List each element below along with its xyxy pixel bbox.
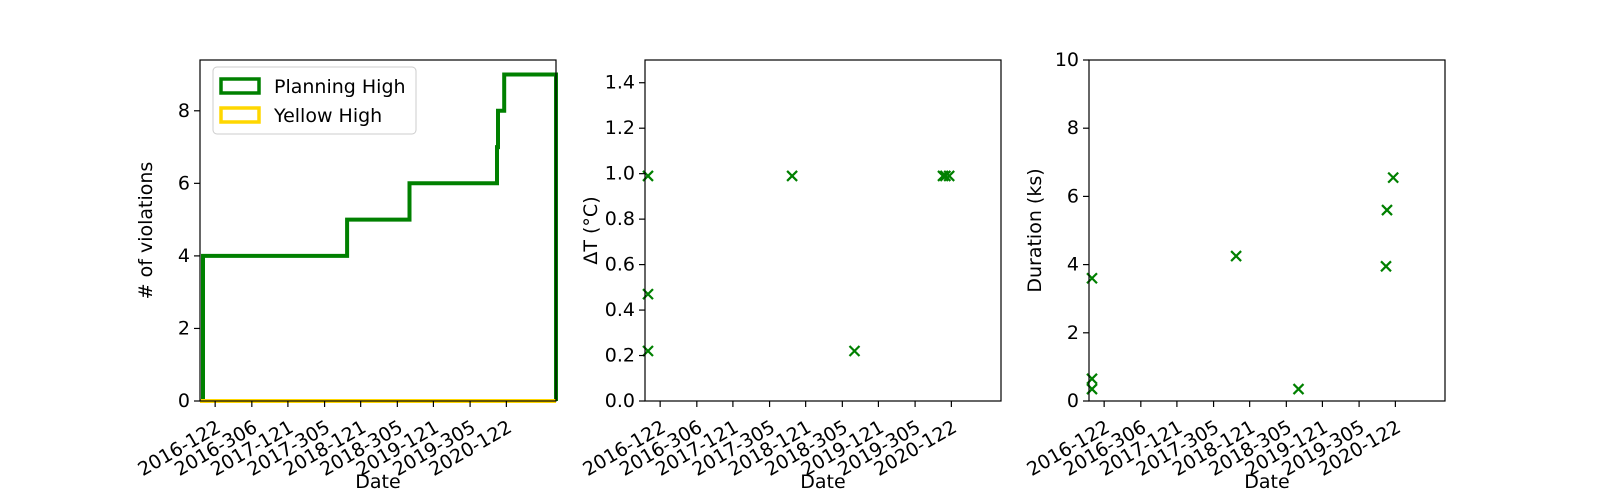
legend-swatch — [219, 106, 261, 124]
legend-swatch — [219, 77, 261, 95]
x-axis-label: Date — [355, 471, 400, 493]
y-tick-label: 2 — [1067, 322, 1079, 344]
plot-frame — [199, 59, 557, 402]
plot-frame — [1088, 59, 1446, 402]
plot-frame — [644, 59, 1002, 402]
legend-box — [212, 66, 417, 135]
y-tick-label: 6 — [178, 172, 190, 194]
y-axis-label: ΔT (°C) — [580, 196, 602, 264]
y-tick-label: 1.2 — [605, 117, 635, 139]
y-tick-label: 0.6 — [605, 254, 635, 276]
x-axis-label: Date — [800, 471, 845, 493]
y-tick-label: 0.2 — [605, 345, 635, 367]
y-tick-label: 0.0 — [605, 390, 635, 412]
series-line — [201, 72, 558, 401]
y-axis-label: Duration (ks) — [1024, 168, 1046, 292]
data-point-marker — [1381, 204, 1393, 216]
x-axis-label: Date — [1244, 471, 1289, 493]
data-point-marker — [848, 345, 861, 357]
legend-label: Planning High — [274, 76, 406, 98]
y-tick-label: 1.4 — [605, 72, 635, 94]
data-point-marker — [786, 170, 798, 182]
y-tick-label: 8 — [1067, 117, 1079, 139]
y-tick-label: 0.4 — [605, 299, 635, 321]
y-tick-label: 4 — [178, 245, 190, 267]
y-tick-label: 0 — [1067, 390, 1079, 412]
y-tick-label: 0 — [178, 390, 190, 412]
y-tick-label: 2 — [178, 317, 190, 339]
y-tick-label: 6 — [1067, 185, 1079, 207]
data-point-marker — [1387, 171, 1399, 184]
data-point-marker — [939, 170, 952, 182]
data-point-marker — [943, 170, 955, 182]
legend: Planning High Yellow High — [212, 66, 417, 135]
violations-chart: 2016-1222016-3062017-1212017-3052018-121… — [134, 59, 558, 493]
data-point-marker — [1380, 260, 1392, 273]
y-axis-label: # of violations — [135, 162, 157, 300]
data-point-marker — [1230, 250, 1242, 262]
legend-label: Yellow High — [273, 105, 382, 127]
y-tick-label: 10 — [1055, 49, 1079, 71]
y-tick-label: 1.0 — [605, 163, 635, 185]
y-tick-label: 0.8 — [605, 208, 635, 230]
y-tick-label: 8 — [178, 100, 190, 122]
y-tick-label: 4 — [1067, 254, 1079, 276]
data-point-marker — [1292, 383, 1305, 395]
